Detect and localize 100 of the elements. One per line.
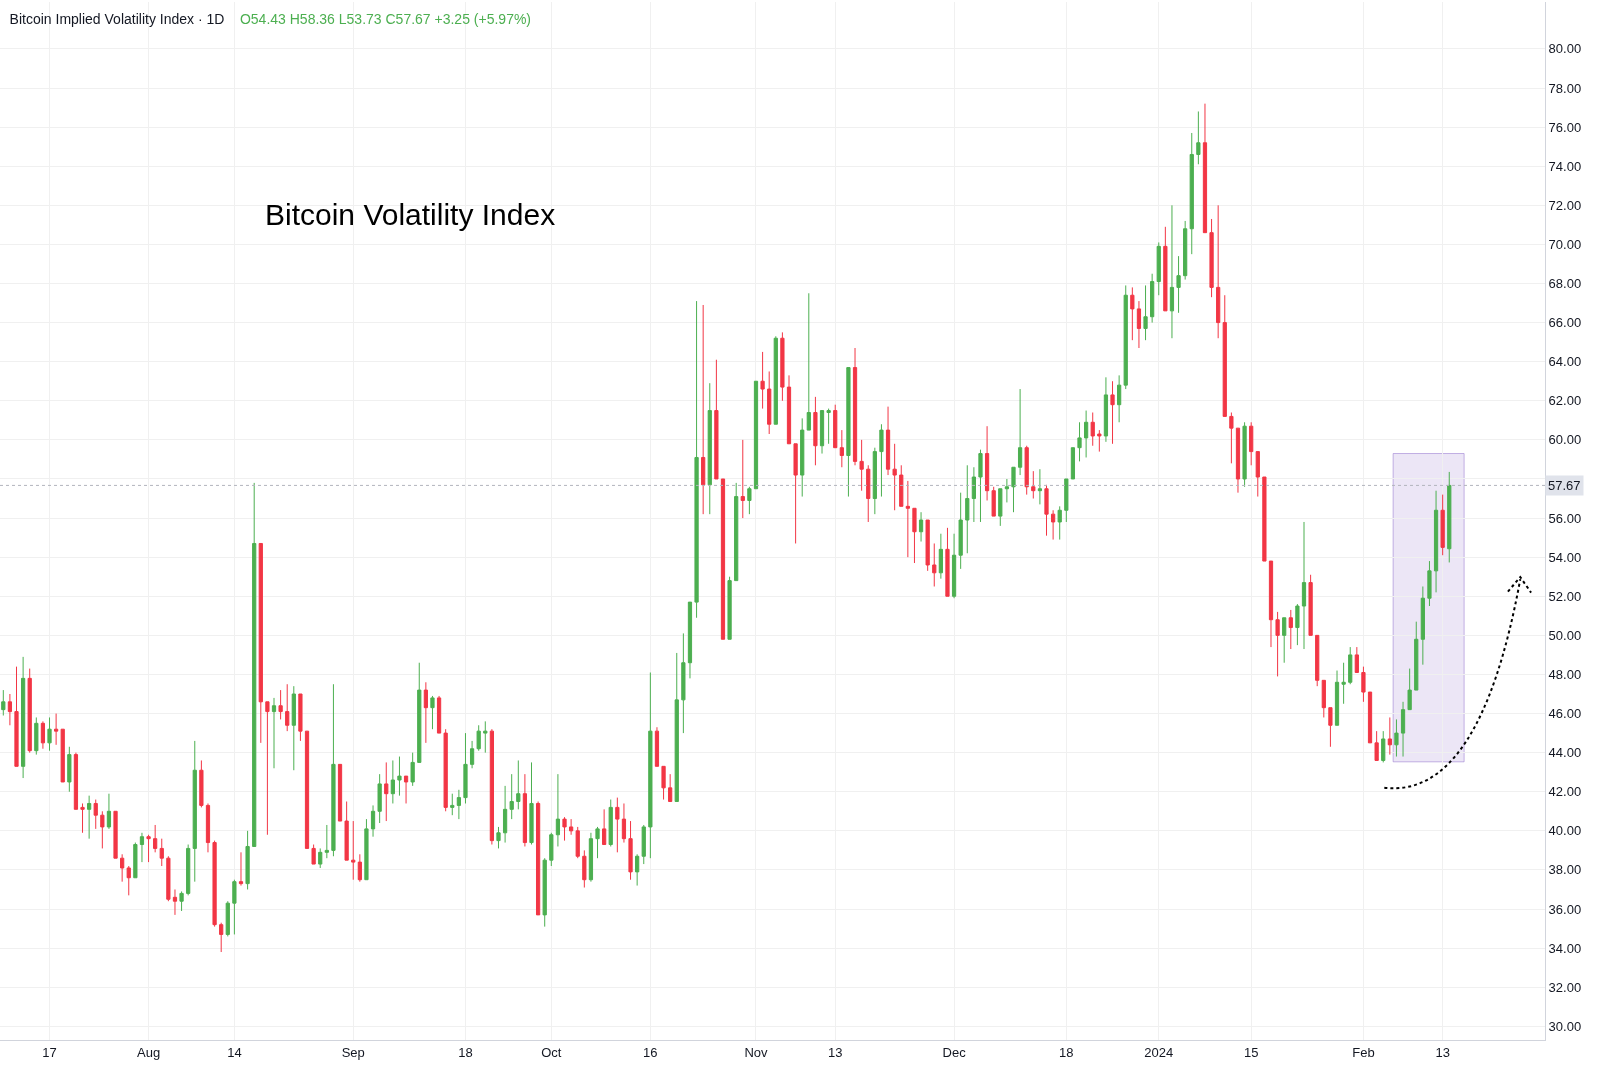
candlestick (635, 853, 640, 887)
candlestick (1222, 294, 1227, 417)
y-tick-label: 68.00 (1548, 276, 1582, 292)
candlestick (252, 482, 257, 847)
candlestick (1315, 634, 1320, 687)
candlestick (311, 844, 316, 865)
candlestick (1176, 255, 1181, 314)
candlestick (694, 300, 699, 619)
candlestick (192, 740, 197, 883)
text: Bitcoin Implied Volatility Index · 1D (9, 10, 225, 27)
candlestick (1163, 226, 1168, 312)
candlestick (535, 801, 541, 916)
x-tick-label: 18 (1059, 1044, 1074, 1060)
candlestick (984, 425, 990, 501)
candlestick (1328, 707, 1333, 748)
candlestick (146, 834, 151, 863)
candlestick (324, 824, 329, 859)
candlestick (826, 408, 831, 445)
candlestick (555, 773, 561, 847)
text: O54.43 H58.36 L53.73 C57.67 +3.25 (+5.97%) (239, 10, 532, 27)
candlestick (47, 716, 52, 752)
candlestick (681, 632, 686, 734)
candlestick (958, 492, 963, 570)
x-tick-label: Aug (136, 1044, 161, 1060)
candlestick (153, 824, 158, 853)
candlestick (265, 701, 270, 836)
candlestick (1064, 478, 1069, 523)
candlestick (403, 775, 409, 804)
candlestick (410, 752, 415, 787)
x-tick-label: Nov (744, 1044, 769, 1060)
candlestick (839, 429, 844, 468)
candlestick (1275, 611, 1280, 677)
candlestick (291, 685, 296, 771)
candlestick (483, 720, 488, 754)
candlestick (727, 576, 732, 640)
candlestick (1334, 670, 1340, 726)
candlestick (1420, 585, 1425, 666)
candlestick (1130, 286, 1135, 341)
candlestick (1044, 484, 1049, 537)
candlestick (496, 826, 501, 849)
candlestick (1229, 412, 1234, 464)
candlestick (747, 486, 752, 515)
y-tick-label: 52.00 (1548, 588, 1582, 604)
candlestick (687, 601, 693, 679)
candlestick (1308, 574, 1313, 636)
candlestick (337, 763, 343, 822)
candlestick (707, 382, 712, 515)
ref-line-label: 57.67 (1548, 478, 1581, 493)
candlestick (1004, 478, 1010, 503)
candlestick (1216, 204, 1221, 339)
candlestick (126, 865, 131, 896)
candlestick (278, 689, 283, 720)
candlestick (304, 730, 310, 849)
candlestick (186, 844, 191, 896)
candlestick (1282, 617, 1287, 664)
candlestick (549, 832, 554, 867)
candlestick (1196, 110, 1201, 165)
candlestick (1301, 521, 1307, 650)
candlestick (1268, 560, 1274, 648)
candlestick (852, 347, 858, 466)
x-tick-label: Sep (341, 1044, 365, 1060)
candlestick (357, 853, 362, 883)
y-tick-label: 30.00 (1548, 1018, 1582, 1034)
candlestick (258, 542, 263, 744)
y-tick-label: 40.00 (1548, 823, 1582, 839)
candlestick (139, 832, 145, 863)
candlestick (991, 486, 996, 517)
candlestick (443, 728, 448, 812)
candlestick (1400, 701, 1406, 758)
candlestick (892, 443, 897, 511)
candlestick (172, 888, 178, 916)
candlestick (100, 810, 105, 849)
candlestick (318, 847, 323, 869)
candlestick (938, 533, 943, 580)
candlestick (436, 695, 442, 734)
candlestick (1262, 476, 1267, 562)
x-tick-label: 18 (458, 1044, 473, 1060)
candlestick (179, 890, 184, 912)
candlestick (569, 818, 574, 836)
candlestick (674, 652, 679, 803)
candlestick (978, 449, 983, 523)
candlestick (668, 773, 673, 803)
y-tick-label: 36.00 (1548, 901, 1582, 917)
candlestick (786, 374, 792, 445)
candlestick (522, 773, 528, 847)
candlestick (661, 765, 666, 801)
candlestick (1447, 471, 1452, 563)
candlestick (238, 851, 244, 887)
y-tick-label: 44.00 (1548, 745, 1582, 761)
candlestick (106, 793, 112, 830)
candlestick (602, 808, 607, 846)
candlestick (1017, 388, 1023, 476)
y-tick-label: 80.00 (1548, 41, 1582, 57)
candlestick (1209, 218, 1214, 298)
candlestick (469, 740, 475, 769)
candlestick (971, 466, 976, 523)
candlestick (885, 406, 891, 476)
candlestick (879, 423, 884, 498)
candlestick (575, 826, 580, 859)
candlestick (1354, 646, 1359, 673)
